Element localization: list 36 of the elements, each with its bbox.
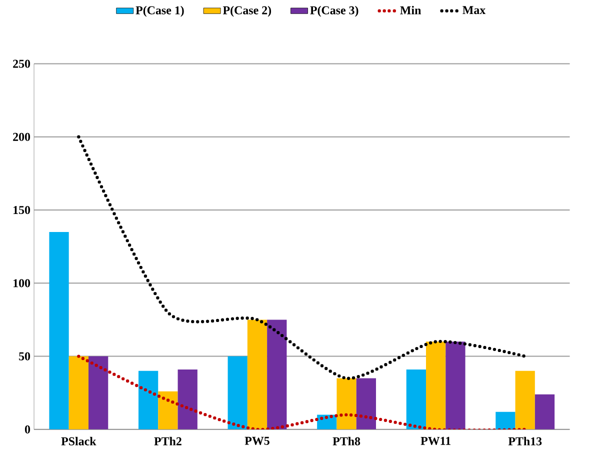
y-tick-label: 50: [19, 352, 30, 361]
bar: [88, 356, 108, 430]
bar: [267, 320, 287, 430]
y-tick-label: 100: [14, 279, 30, 288]
line-series: [77, 354, 527, 430]
x-tick-label: PTh8: [332, 437, 360, 446]
legend-label: Min: [400, 6, 422, 14]
bar: [138, 371, 158, 430]
y-tick-label: 150: [14, 206, 30, 214]
line-series: [77, 135, 527, 380]
bar: [515, 371, 535, 430]
x-tick-label: PSlack: [61, 437, 96, 446]
bar: [356, 378, 376, 430]
x-tick-label: PW11: [420, 437, 450, 446]
y-tick-label: 200: [13, 133, 30, 142]
y-tick-label: 0: [24, 426, 30, 434]
bar: [158, 392, 178, 430]
legend-label: P(Case 3): [310, 6, 358, 17]
bar: [534, 394, 555, 430]
x-tick-label: PTh2: [154, 437, 182, 446]
x-tick-label: PW5: [244, 437, 270, 446]
legend-label: Max: [462, 6, 486, 14]
bar: [228, 356, 248, 430]
legend-label: P(Case 1): [136, 6, 184, 17]
bar: [247, 320, 268, 430]
bar: [406, 370, 426, 430]
x-tick-label: PTh13: [508, 437, 542, 446]
bar: [496, 412, 516, 430]
bar: [178, 370, 198, 430]
bar: [446, 342, 466, 430]
bar: [68, 356, 88, 430]
bar: [49, 232, 69, 430]
y-tick-label: 250: [13, 60, 30, 68]
bar: [426, 342, 446, 430]
bar: [336, 378, 356, 430]
legend-label: P(Case 2): [222, 6, 272, 17]
